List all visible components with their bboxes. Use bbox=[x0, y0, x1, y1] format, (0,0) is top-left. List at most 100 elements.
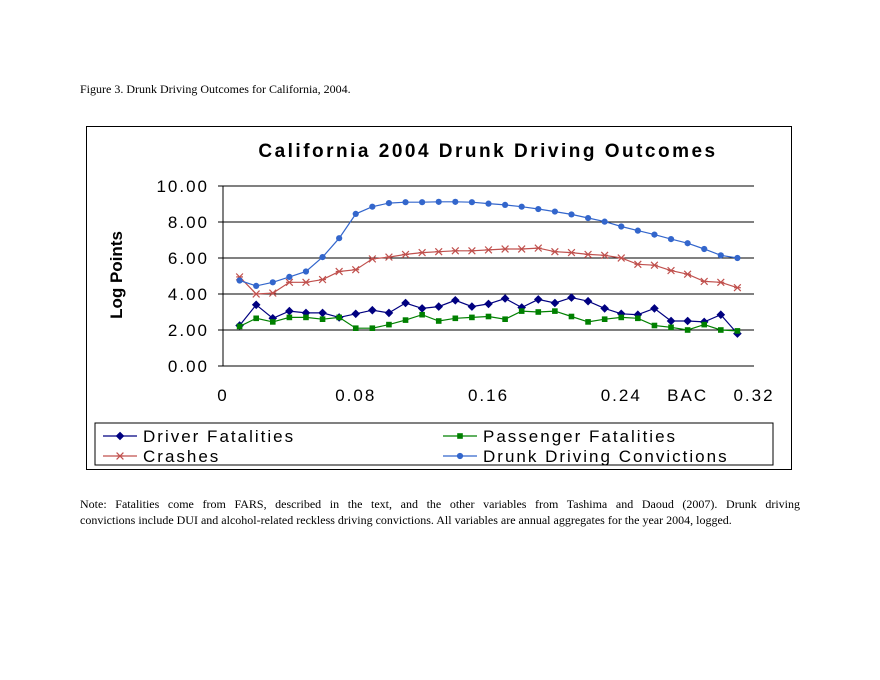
data-point-drunk-driving-convictions bbox=[601, 218, 608, 225]
y-tick-label: 6.00 bbox=[168, 249, 209, 268]
data-point-passenger-fatalities bbox=[518, 308, 525, 314]
data-point-drunk-driving-convictions bbox=[634, 227, 641, 234]
x-tick-label: 0 bbox=[217, 386, 228, 405]
data-point-passenger-fatalities bbox=[286, 314, 293, 321]
data-point-passenger-fatalities bbox=[701, 321, 708, 328]
data-point-drunk-driving-convictions bbox=[253, 282, 260, 289]
data-point-crashes bbox=[534, 244, 543, 252]
data-point-passenger-fatalities bbox=[253, 315, 259, 322]
data-point-drunk-driving-convictions bbox=[568, 211, 575, 218]
data-point-passenger-fatalities bbox=[485, 313, 492, 320]
data-point-drunk-driving-convictions bbox=[302, 268, 310, 275]
legend-label: Drunk Driving Convictions bbox=[483, 447, 729, 466]
legend-label: Passenger Fatalities bbox=[483, 427, 677, 446]
data-point-driver-fatalities bbox=[368, 305, 377, 315]
data-point-driver-fatalities bbox=[467, 302, 477, 311]
legend-box bbox=[94, 422, 774, 466]
data-point-driver-fatalities bbox=[550, 298, 560, 308]
data-point-drunk-driving-convictions bbox=[485, 200, 492, 207]
data-point-passenger-fatalities bbox=[601, 316, 608, 322]
x-axis-label: BAC bbox=[667, 386, 708, 405]
data-point-drunk-driving-convictions bbox=[369, 203, 376, 210]
data-point-drunk-driving-convictions bbox=[535, 205, 542, 213]
data-point-drunk-driving-convictions bbox=[618, 223, 625, 230]
data-point-driver-fatalities bbox=[650, 304, 659, 313]
x-tick-label: 0.32 bbox=[733, 386, 774, 405]
series-crashes bbox=[235, 244, 742, 298]
data-point-drunk-driving-convictions bbox=[501, 201, 509, 208]
data-point-driver-fatalities bbox=[351, 309, 361, 319]
y-tick-label: 10.00 bbox=[156, 177, 209, 196]
data-point-driver-fatalities bbox=[384, 308, 394, 318]
data-point-driver-fatalities bbox=[533, 295, 543, 304]
data-point-passenger-fatalities bbox=[585, 319, 591, 325]
data-point-crashes bbox=[434, 247, 443, 256]
data-point-passenger-fatalities bbox=[369, 325, 376, 331]
data-point-driver-fatalities bbox=[434, 302, 444, 311]
legend-item-driver-fatalities: Driver Fatalities bbox=[103, 427, 293, 446]
data-point-crashes bbox=[567, 248, 576, 257]
data-point-crashes bbox=[302, 278, 310, 287]
x-tick-label: 0.24 bbox=[601, 386, 642, 405]
data-point-crashes bbox=[600, 251, 609, 260]
data-point-drunk-driving-convictions bbox=[651, 231, 658, 238]
data-point-passenger-fatalities bbox=[336, 314, 342, 321]
data-point-driver-fatalities bbox=[583, 296, 593, 306]
data-point-drunk-driving-convictions bbox=[667, 236, 675, 243]
data-point-crashes bbox=[318, 275, 327, 284]
data-point-passenger-fatalities bbox=[568, 313, 575, 320]
data-point-drunk-driving-convictions bbox=[336, 235, 343, 242]
data-point-drunk-driving-convictions bbox=[419, 199, 426, 206]
y-tick-label: 0.00 bbox=[168, 357, 209, 376]
data-point-drunk-driving-convictions bbox=[701, 245, 708, 253]
series-passenger-fatalities bbox=[236, 308, 741, 334]
data-point-passenger-fatalities bbox=[352, 325, 359, 331]
data-point-passenger-fatalities bbox=[303, 314, 309, 321]
data-point-passenger-fatalities bbox=[684, 327, 691, 333]
data-point-crashes bbox=[517, 245, 526, 253]
data-point-passenger-fatalities bbox=[651, 322, 658, 329]
legend-marker bbox=[457, 433, 463, 439]
data-point-crashes bbox=[551, 247, 559, 256]
data-point-driver-fatalities bbox=[683, 316, 692, 326]
data-point-passenger-fatalities bbox=[386, 321, 392, 328]
data-point-drunk-driving-convictions bbox=[584, 214, 592, 222]
note-line-1: Note: Fatalities come from FARS, describ… bbox=[80, 497, 800, 511]
data-point-drunk-driving-convictions bbox=[518, 203, 525, 210]
data-point-crashes bbox=[667, 266, 675, 275]
data-point-passenger-fatalities bbox=[635, 315, 641, 322]
data-point-driver-fatalities bbox=[417, 304, 427, 313]
data-point-crashes bbox=[650, 261, 659, 270]
legend-label: Crashes bbox=[143, 447, 220, 466]
data-point-crashes bbox=[268, 289, 277, 297]
data-point-crashes bbox=[451, 246, 460, 255]
legend-marker bbox=[115, 431, 125, 441]
data-point-drunk-driving-convictions bbox=[452, 198, 459, 205]
data-point-passenger-fatalities bbox=[734, 328, 741, 334]
data-point-crashes bbox=[368, 255, 377, 263]
data-point-crashes bbox=[617, 254, 626, 262]
data-point-drunk-driving-convictions bbox=[269, 279, 276, 286]
series-line-drunk-driving-convictions bbox=[239, 201, 738, 287]
data-point-driver-fatalities bbox=[567, 293, 576, 302]
data-point-drunk-driving-convictions bbox=[385, 200, 393, 207]
legend-item-passenger-fatalities: Passenger Fatalities bbox=[443, 427, 677, 446]
data-point-drunk-driving-convictions bbox=[435, 198, 442, 205]
y-tick-label: 8.00 bbox=[168, 213, 209, 232]
y-tick-label: 2.00 bbox=[168, 321, 209, 340]
data-point-driver-fatalities bbox=[318, 308, 327, 318]
data-point-crashes bbox=[584, 250, 592, 259]
data-point-passenger-fatalities bbox=[618, 314, 625, 321]
data-point-crashes bbox=[401, 250, 410, 259]
data-point-passenger-fatalities bbox=[469, 314, 475, 321]
chart-frame: California 2004 Drunk Driving Outcomes L… bbox=[86, 126, 792, 470]
data-point-driver-fatalities bbox=[285, 306, 294, 316]
data-point-crashes bbox=[385, 253, 393, 261]
data-point-crashes bbox=[716, 278, 725, 287]
data-point-driver-fatalities bbox=[600, 304, 609, 313]
y-tick-label: 4.00 bbox=[168, 285, 209, 304]
data-point-drunk-driving-convictions bbox=[734, 254, 741, 262]
data-point-crashes bbox=[634, 260, 642, 269]
data-point-driver-fatalities bbox=[484, 299, 493, 309]
data-point-passenger-fatalities bbox=[552, 308, 558, 314]
